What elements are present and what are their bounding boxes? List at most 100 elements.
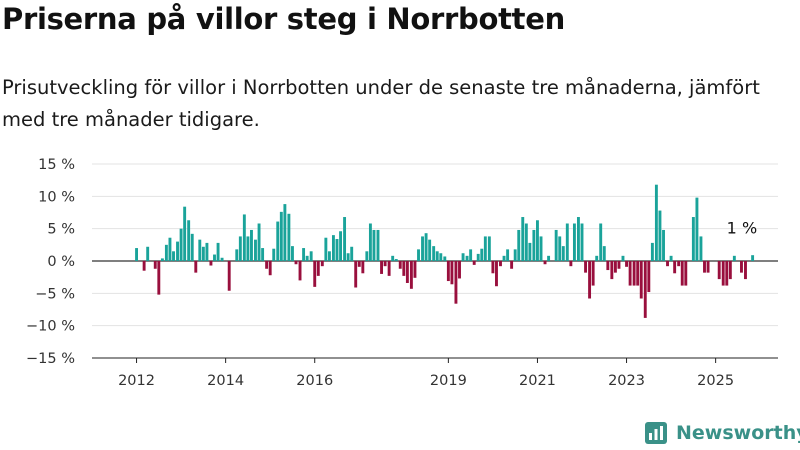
bar: [368, 223, 372, 261]
bar: [454, 261, 458, 304]
bar: [610, 261, 614, 280]
bar: [435, 251, 439, 261]
chart-title: Priserna på villor steg i Norrbotten: [2, 2, 565, 36]
bar: [316, 261, 320, 276]
bar: [216, 242, 220, 261]
bar: [242, 214, 246, 261]
x-tick-label: 2016: [296, 373, 333, 389]
bar: [343, 217, 347, 261]
bar: [539, 236, 543, 261]
newsworthy-logo[interactable]: Newsworthy: [644, 418, 800, 448]
bar: [751, 255, 755, 261]
bar: [706, 261, 710, 273]
bar: [142, 261, 146, 271]
bar: [324, 237, 328, 261]
bar: [446, 261, 450, 282]
y-tick-label: −15 %: [26, 351, 75, 367]
bar: [172, 251, 175, 261]
bar: [205, 242, 209, 261]
bar: [287, 213, 291, 261]
bar: [588, 261, 592, 299]
bar: [198, 239, 202, 261]
bar: [398, 261, 402, 269]
bar: [461, 253, 465, 261]
bar: [669, 255, 673, 261]
bar: [510, 261, 514, 269]
bar: [476, 253, 480, 261]
bar: [591, 261, 595, 286]
bar: [666, 261, 669, 267]
bar: [606, 261, 610, 271]
bar: [650, 242, 654, 261]
x-tick-label: 2021: [519, 373, 556, 389]
bar: [680, 261, 684, 286]
bar: [313, 261, 317, 287]
bar: [495, 261, 498, 287]
y-tick-label: −5 %: [35, 286, 75, 302]
bar: [246, 236, 250, 261]
bar: [268, 261, 272, 276]
bar: [691, 217, 695, 261]
bar: [628, 261, 632, 286]
bar: [643, 261, 647, 318]
bar: [417, 249, 420, 261]
bar: [521, 217, 525, 261]
bar: [394, 259, 398, 261]
bar: [536, 220, 539, 261]
bar: [621, 255, 625, 261]
bar: [409, 261, 413, 289]
bar: [721, 261, 725, 286]
bar: [160, 258, 164, 261]
bar: [499, 261, 502, 267]
annotations: 1 %: [727, 219, 757, 238]
y-axis: 15 % 10 % 5 % 0 % −5 % −10 % −15 %: [26, 157, 75, 367]
bar: [517, 229, 521, 261]
bar: [565, 223, 569, 261]
bar: [428, 239, 432, 261]
bar: [580, 223, 584, 261]
bar: [201, 246, 205, 261]
bar: [613, 261, 617, 273]
bar: [291, 246, 294, 261]
bar: [602, 246, 606, 261]
bar: [405, 261, 409, 283]
bar: [717, 261, 721, 280]
y-tick-label: −10 %: [26, 319, 75, 335]
bar: [235, 249, 239, 261]
bar: [506, 249, 510, 261]
bar: [146, 246, 150, 261]
bar: [346, 253, 350, 261]
bar: [595, 255, 599, 261]
bar: [250, 229, 253, 261]
bar: [472, 261, 476, 265]
bar: [728, 261, 732, 280]
bar: [569, 261, 573, 267]
bar: [283, 204, 287, 261]
bar: [625, 261, 628, 267]
bar: [320, 261, 324, 267]
bar: [465, 255, 469, 261]
y-tick-label: 15 %: [38, 157, 75, 173]
bar-chart-icon: [645, 422, 667, 444]
bar: [599, 223, 603, 261]
bar: [331, 235, 335, 261]
bar: [480, 248, 484, 261]
bar: [532, 229, 536, 261]
bar: [164, 244, 168, 261]
bar: [305, 255, 309, 261]
bar: [294, 261, 298, 265]
bar: [654, 184, 658, 261]
bar: [632, 261, 636, 286]
bar: [513, 249, 517, 261]
x-tick-label: 2023: [608, 373, 645, 389]
bar: [725, 261, 729, 286]
bar: [183, 206, 187, 261]
bar: [469, 249, 473, 261]
bar: [254, 239, 257, 261]
chart-subtitle: Prisutveckling för villor i Norrbotten u…: [2, 76, 760, 131]
y-tick-label: 0 %: [47, 254, 75, 270]
bar: [658, 210, 662, 261]
bar: [483, 236, 487, 261]
bar: [365, 251, 369, 261]
